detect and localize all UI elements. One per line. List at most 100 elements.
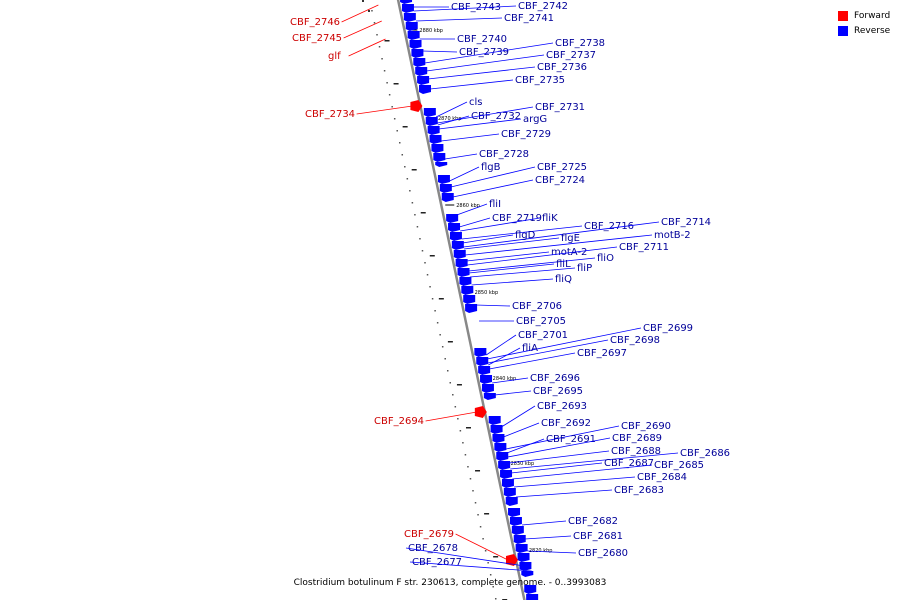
reverse-gene-block <box>509 517 522 526</box>
gene-label-flil: fliL <box>556 259 571 270</box>
reverse-gene-block <box>524 585 537 594</box>
gene-label-flgb: flgB <box>481 162 501 173</box>
gene-label-cbf_2719: CBF_2719 <box>492 213 542 224</box>
gene-label-cls: cls <box>469 97 483 108</box>
gene-label-flia: fliA <box>522 343 538 354</box>
reverse-gene-block <box>441 193 454 202</box>
leader-line-cbf_2696 <box>492 377 529 384</box>
tick-label: 2860 kbp <box>456 203 480 209</box>
reverse-gene-block <box>490 425 503 434</box>
reverse-gene-block <box>413 58 426 67</box>
track-dot <box>378 46 381 48</box>
leader-line-cbf_2695 <box>494 390 532 396</box>
reverse-gene-block <box>492 434 505 443</box>
leader-line-cbf_2689 <box>507 437 611 458</box>
track-dot <box>431 298 434 300</box>
gene-label-cbf_2736: CBF_2736 <box>537 62 587 73</box>
track-dot <box>454 406 457 408</box>
track-dash <box>465 427 471 429</box>
gene-label-cbf_2688: CBF_2688 <box>611 446 661 457</box>
gene-label-cbf_2732: CBF_2732 <box>471 111 521 122</box>
gene-label-cbf_2716: CBF_2716 <box>584 221 634 232</box>
track-dot <box>459 430 462 432</box>
reverse-gene-block <box>427 126 440 135</box>
reverse-gene-block <box>481 384 494 393</box>
track-dot <box>492 586 494 588</box>
reverse-gene-block <box>417 76 430 85</box>
reverse-gene-block <box>405 22 418 31</box>
gene-label-flip: fliP <box>577 263 592 274</box>
gene-label-cbf_2681: CBF_2681 <box>573 531 623 542</box>
leader-line-cls <box>435 101 468 118</box>
gene-label-cbf_2743: CBF_2743 <box>451 2 501 13</box>
track-dot <box>409 190 411 192</box>
leader-line-cbf_2735 <box>430 79 514 90</box>
leader-line-cbf_2725 <box>450 166 536 188</box>
leader-line-argg <box>438 118 522 130</box>
leader-line-cbf_2714 <box>463 221 660 248</box>
gene-label-cbf_2692: CBF_2692 <box>541 418 591 429</box>
reverse-gene-block <box>494 443 507 452</box>
gene-label-cbf_2689: CBF_2689 <box>612 433 662 444</box>
reverse-gene-block <box>461 286 474 295</box>
leader-line-cbf_2678 <box>405 547 531 568</box>
track-dot <box>467 466 469 468</box>
gene-label-cbf_2705: CBF_2705 <box>516 316 566 327</box>
leader-line-flgd <box>462 234 514 244</box>
tick-label: 2820 kbp <box>529 548 553 554</box>
leader-line-cbf_2724 <box>452 179 534 198</box>
leader-line-cbf_2688 <box>508 450 610 464</box>
gene-label-cbf_2694: CBF_2694 <box>374 416 424 427</box>
gene-label-cbf_2686: CBF_2686 <box>680 448 730 459</box>
track-dot <box>376 34 378 36</box>
track-dot <box>494 598 497 600</box>
gene-label-cbf_2742: CBF_2742 <box>518 1 568 12</box>
track-dash <box>420 212 426 214</box>
gene-label-flik: fliK <box>542 213 558 224</box>
gene-label-cbf_2698: CBF_2698 <box>610 335 660 346</box>
track-dash <box>484 513 490 515</box>
track-dot <box>381 58 383 60</box>
forward-swatch <box>838 10 848 21</box>
gene-label-cbf_2741: CBF_2741 <box>504 13 554 24</box>
reverse-gene-block <box>457 268 470 277</box>
leader-line-cbf_2682 <box>521 520 567 526</box>
track-dot <box>482 538 484 540</box>
reverse-gene-block <box>401 4 414 13</box>
track-dot <box>457 418 459 420</box>
gene-label-cbf_2690: CBF_2690 <box>621 421 671 432</box>
leader-line-cbf_2741 <box>415 17 503 22</box>
leader-line-cbf_2683 <box>516 489 613 498</box>
track-dot <box>429 286 431 288</box>
track-dot <box>489 574 492 576</box>
gene-label-fliq: fliQ <box>555 274 572 285</box>
track-dash <box>438 298 444 300</box>
track-dash <box>384 40 390 42</box>
reverse-gene-block <box>515 544 528 553</box>
reverse-gene-block <box>415 67 428 76</box>
leader-line-cbf_2686 <box>510 452 679 470</box>
reverse-gene-block <box>455 259 468 268</box>
track-dot <box>474 502 477 504</box>
track-dot <box>393 118 396 120</box>
reverse-gene-block <box>500 470 513 479</box>
leader-line-cbf_2691 <box>506 438 545 454</box>
track-dot <box>383 70 386 72</box>
genome-title: Clostridium botulinum F str. 230613, com… <box>293 578 607 588</box>
track-dash <box>411 169 417 171</box>
gene-label-cbf_2737: CBF_2737 <box>546 50 596 61</box>
track-dash <box>393 83 399 85</box>
track-dot <box>472 490 474 492</box>
leader-line-cbf_2746 <box>341 4 379 23</box>
gene-label-cbf_2731: CBF_2731 <box>535 102 585 113</box>
track-dot <box>446 370 449 372</box>
gene-label-cbf_2739: CBF_2739 <box>459 47 509 58</box>
gene-label-cbf_2724: CBF_2724 <box>535 175 585 186</box>
legend-reverse-label: Reverse <box>854 25 891 36</box>
reverse-gene-block <box>400 0 413 4</box>
leader-line-cbf_2680 <box>527 550 577 554</box>
leader-line-fliq <box>471 278 554 286</box>
leader-line-cbf_2736 <box>428 66 536 80</box>
leader-line-glf <box>348 38 386 57</box>
